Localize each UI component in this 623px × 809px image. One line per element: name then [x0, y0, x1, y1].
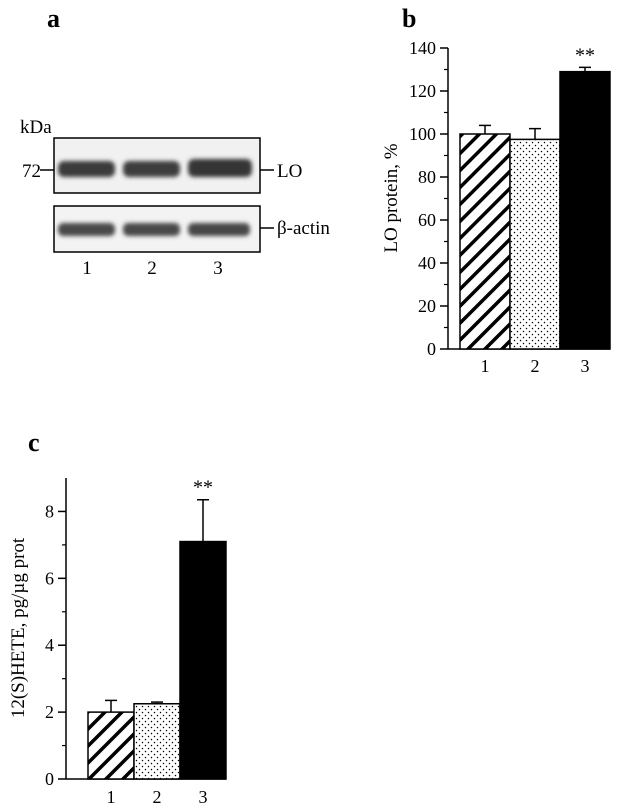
y-tick-label: 0: [427, 339, 436, 359]
y-tick-label: 140: [409, 38, 436, 58]
actin-band-label: β-actin: [277, 218, 330, 239]
category-label: 1: [107, 787, 116, 807]
category-label: 3: [199, 787, 208, 807]
y-tick-label: 0: [45, 769, 54, 789]
bar-2: [133, 703, 181, 780]
lo-band-lane-1: [58, 161, 115, 177]
y-tick-label: 6: [45, 568, 54, 588]
western-blot-panel: kDa 72 LO β-actin 1 2 3: [20, 117, 330, 279]
actin-bands: [58, 223, 250, 236]
y-tick-label: 8: [45, 501, 54, 521]
lo-bands: [58, 159, 252, 177]
y-tick-label: 80: [418, 167, 436, 187]
category-label: 3: [581, 356, 590, 376]
y-tick-label: 120: [409, 81, 436, 101]
marker-72-label: 72: [22, 161, 41, 182]
panel-letter-b: b: [402, 4, 417, 33]
significance-marker: **: [193, 477, 213, 499]
y-axis-label: LO protein, %: [381, 143, 402, 252]
category-label: 1: [481, 356, 490, 376]
lo-band-lane-3: [188, 159, 252, 177]
significance-marker: **: [575, 44, 595, 66]
panel-letter-c: c: [28, 428, 40, 457]
y-tick-label: 20: [418, 296, 436, 316]
lo-band-label: LO: [277, 161, 302, 182]
panel-letter-a: a: [47, 4, 60, 33]
bar-1: [459, 133, 511, 350]
y-tick-label: 60: [418, 210, 436, 230]
actin-band-lane-3: [188, 223, 250, 236]
y-tick-label: 2: [45, 702, 54, 722]
lane-label-1: 1: [82, 258, 92, 279]
chart-c: 0 2 4 6 8 12(S)HETE, pg/µg prot 1 2 ** 3: [8, 477, 227, 807]
category-label: 2: [153, 787, 162, 807]
actin-band-lane-2: [123, 223, 180, 236]
chart-b: 0 20 40 60 80 100 120 140 LO protein, % 1 2 ** 3: [381, 38, 611, 376]
bar-2: [509, 138, 561, 350]
lane-label-2: 2: [147, 258, 157, 279]
y-tick-label: 4: [45, 635, 54, 655]
bar-3: [559, 70, 611, 350]
y-tick-label: 100: [409, 124, 436, 144]
bar-3: [179, 540, 227, 780]
lo-band-lane-2: [123, 161, 180, 177]
y-tick-label: 40: [418, 253, 436, 273]
category-label: 2: [531, 356, 540, 376]
bar-1: [87, 711, 135, 780]
y-axis-label: 12(S)HETE, pg/µg prot: [8, 537, 29, 718]
lane-label-3: 3: [213, 258, 223, 279]
actin-band-lane-1: [58, 223, 115, 236]
kda-label: kDa: [20, 117, 52, 138]
